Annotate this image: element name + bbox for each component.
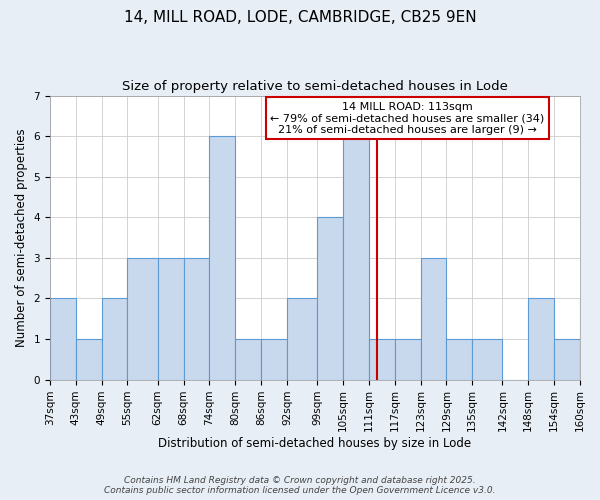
Bar bbox=[158, 258, 184, 380]
Title: Size of property relative to semi-detached houses in Lode: Size of property relative to semi-detach… bbox=[122, 80, 508, 93]
Bar bbox=[528, 298, 554, 380]
Bar bbox=[101, 298, 127, 380]
Bar bbox=[235, 339, 261, 380]
Text: 14 MILL ROAD: 113sqm
← 79% of semi-detached houses are smaller (34)
21% of semi-: 14 MILL ROAD: 113sqm ← 79% of semi-detac… bbox=[271, 102, 545, 135]
Bar bbox=[261, 339, 287, 380]
Bar bbox=[209, 136, 235, 380]
Text: 14, MILL ROAD, LODE, CAMBRIDGE, CB25 9EN: 14, MILL ROAD, LODE, CAMBRIDGE, CB25 9EN bbox=[124, 10, 476, 25]
Bar bbox=[343, 136, 369, 380]
Bar bbox=[395, 339, 421, 380]
Bar bbox=[472, 339, 502, 380]
Bar bbox=[127, 258, 158, 380]
Bar bbox=[580, 298, 600, 380]
Bar bbox=[50, 298, 76, 380]
Bar bbox=[446, 339, 472, 380]
Bar bbox=[554, 339, 580, 380]
Bar bbox=[76, 339, 101, 380]
Text: Contains HM Land Registry data © Crown copyright and database right 2025.
Contai: Contains HM Land Registry data © Crown c… bbox=[104, 476, 496, 495]
Bar bbox=[184, 258, 209, 380]
X-axis label: Distribution of semi-detached houses by size in Lode: Distribution of semi-detached houses by … bbox=[158, 437, 472, 450]
Bar bbox=[421, 258, 446, 380]
Bar bbox=[317, 218, 343, 380]
Bar bbox=[369, 339, 395, 380]
Bar bbox=[287, 298, 317, 380]
Y-axis label: Number of semi-detached properties: Number of semi-detached properties bbox=[15, 128, 28, 347]
